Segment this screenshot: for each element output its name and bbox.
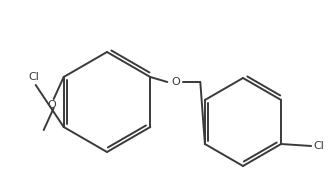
Text: O: O <box>171 77 180 87</box>
Text: Cl: Cl <box>313 141 324 151</box>
Text: Cl: Cl <box>28 72 39 82</box>
Text: O: O <box>47 100 56 110</box>
